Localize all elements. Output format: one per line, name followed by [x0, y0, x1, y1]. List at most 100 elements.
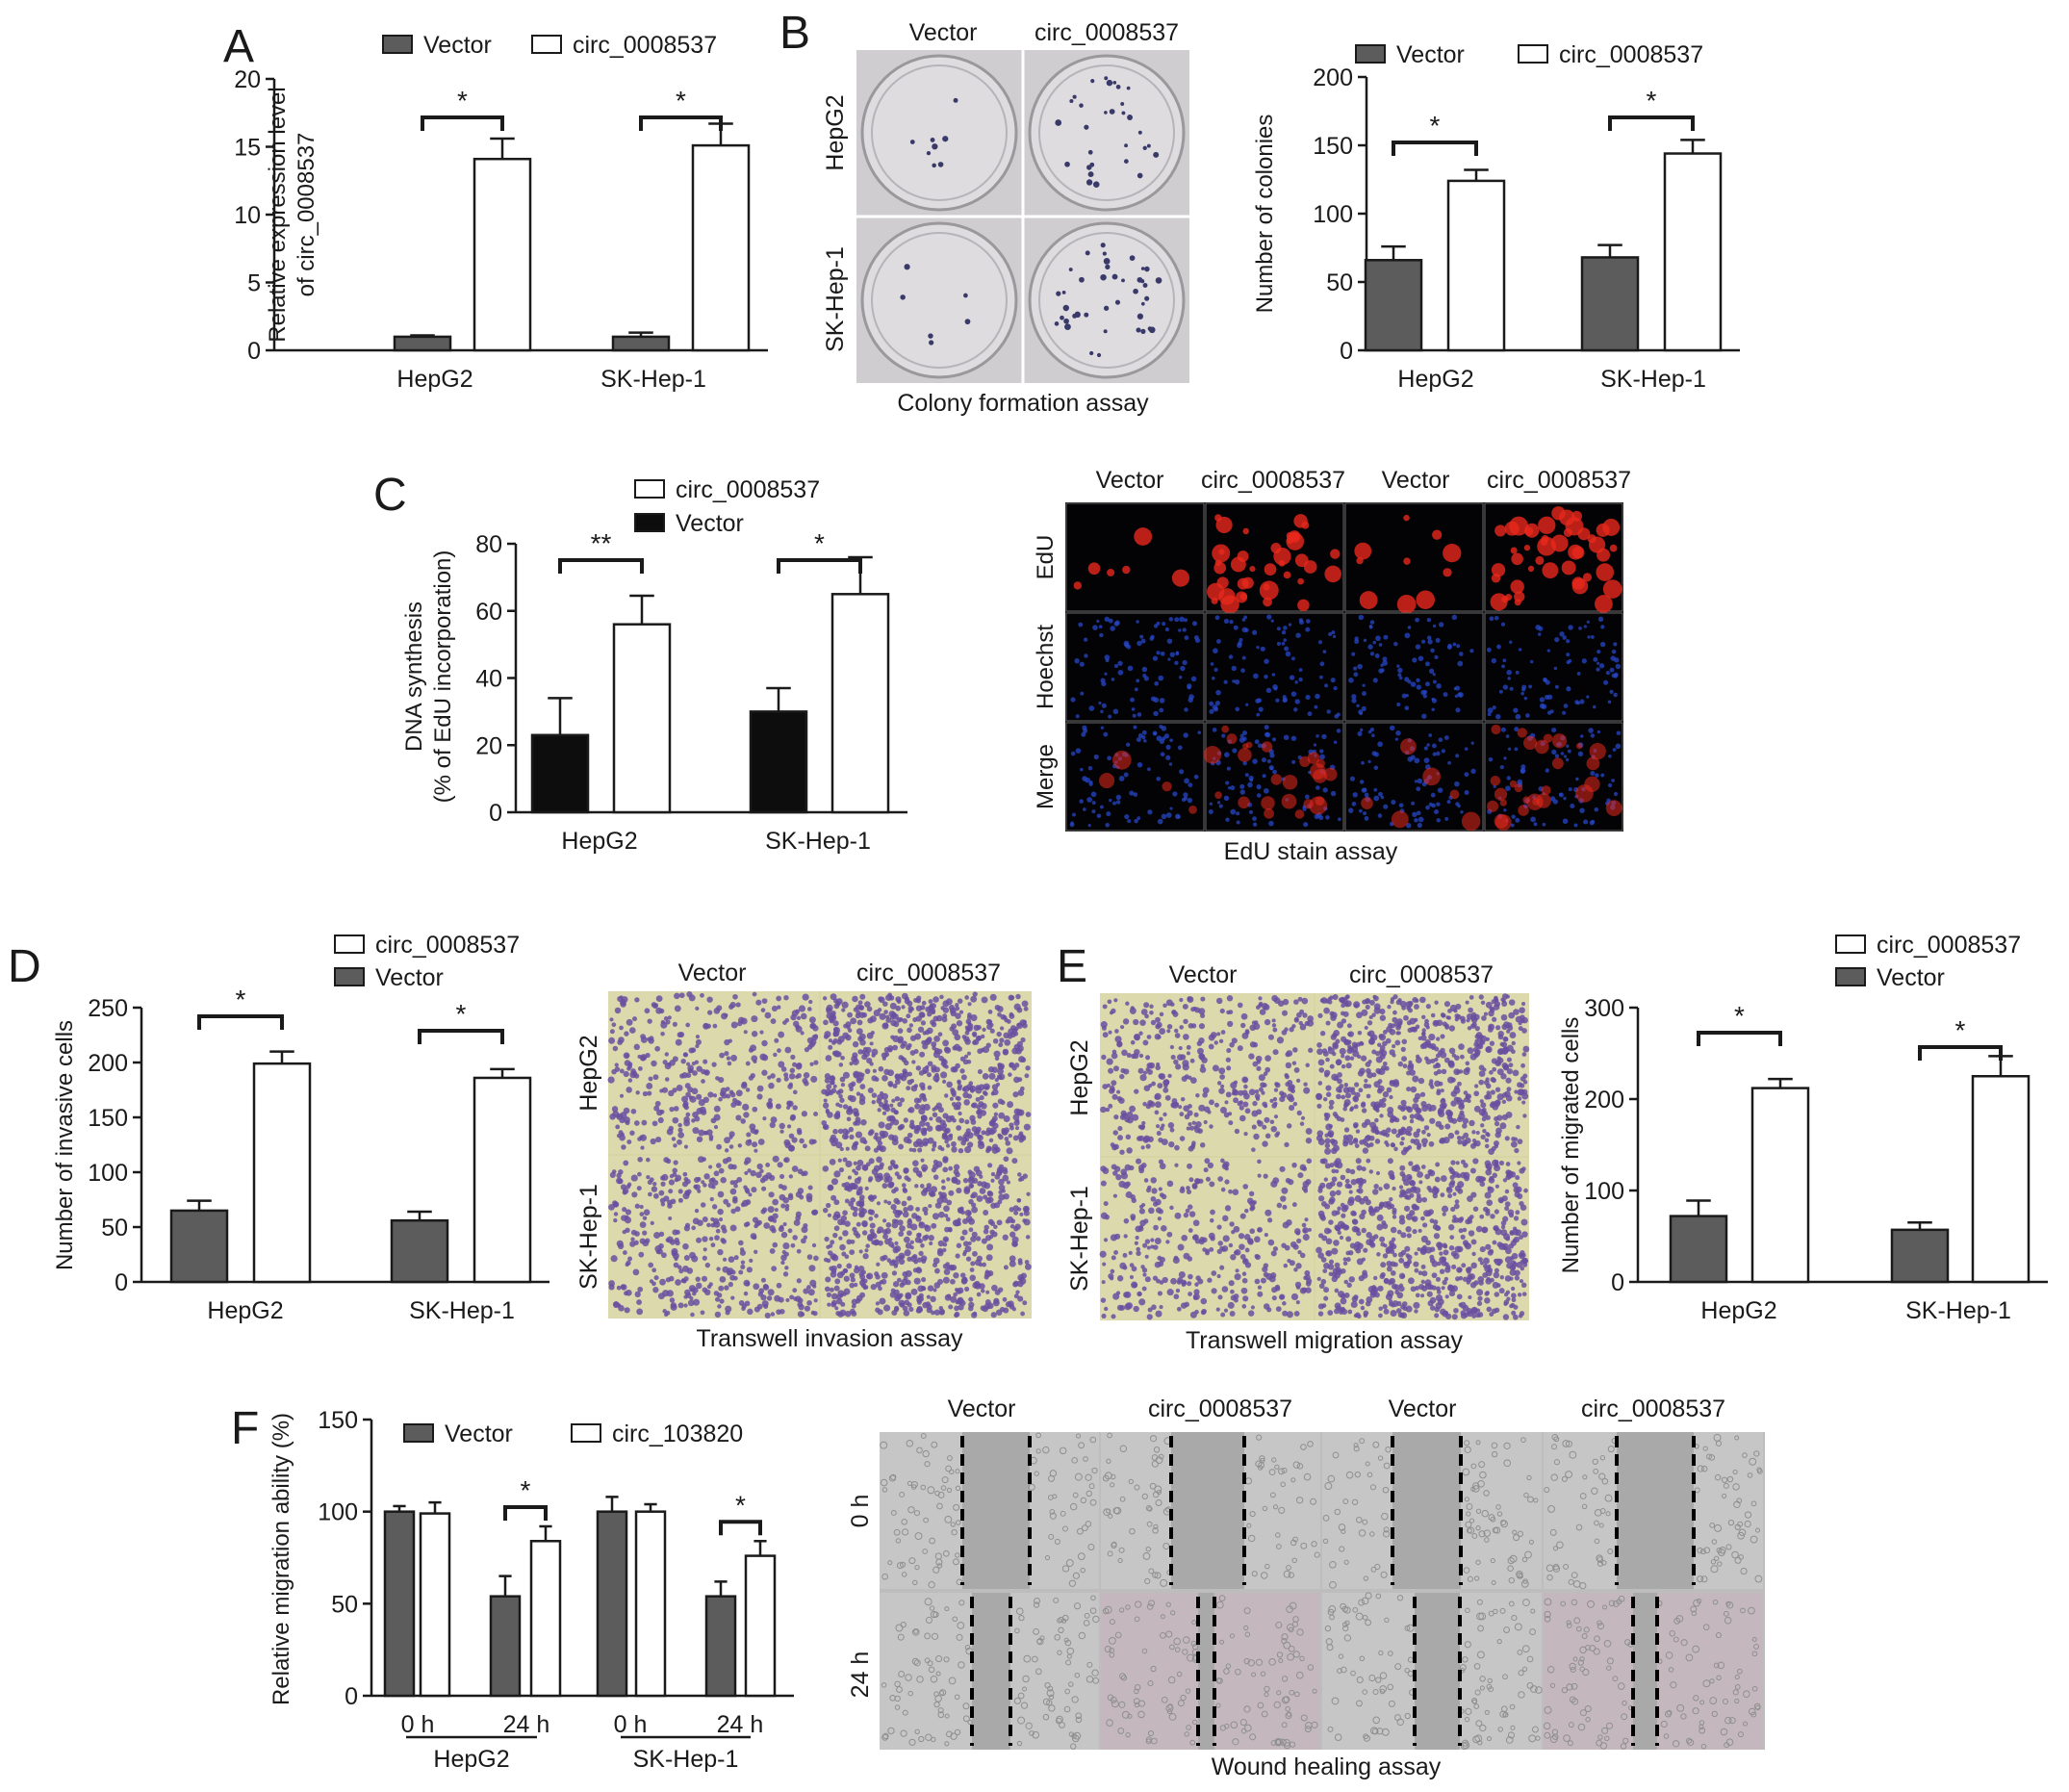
- nucleus-dot: [1265, 687, 1272, 694]
- nucleus-dot: [1432, 679, 1437, 684]
- nucleus-dot: [1177, 745, 1183, 751]
- stained-cell: [702, 1183, 707, 1188]
- stained-cell: [1189, 1058, 1195, 1063]
- stained-cell: [1240, 1287, 1248, 1294]
- stained-cell: [1282, 998, 1290, 1006]
- nucleus-dot: [1165, 755, 1171, 760]
- stained-cell: [1258, 1003, 1263, 1008]
- stained-cell: [1288, 1179, 1294, 1186]
- stained-cell: [1340, 1174, 1346, 1181]
- stained-cell: [830, 1011, 836, 1016]
- stained-cell: [1289, 1084, 1295, 1090]
- stained-cell: [1317, 1012, 1323, 1018]
- stained-cell: [1325, 1238, 1333, 1245]
- stained-cell: [799, 1194, 805, 1200]
- stained-cell: [1465, 1061, 1470, 1066]
- stained-cell: [1017, 1295, 1024, 1302]
- stained-cell: [901, 1183, 907, 1188]
- significance-bracket: [418, 1029, 504, 1044]
- stained-cell: [1145, 1055, 1151, 1061]
- x-tick-label: SK-Hep-1: [765, 828, 871, 855]
- nucleus-dot: [1152, 655, 1159, 661]
- stained-cell: [976, 1195, 983, 1202]
- stained-cell: [657, 1116, 664, 1124]
- stained-cell: [620, 1001, 626, 1008]
- significance-bracket: [1608, 115, 1695, 131]
- stained-cell: [1110, 1085, 1115, 1091]
- stained-cell: [1152, 1275, 1159, 1281]
- stained-cell: [940, 1071, 948, 1079]
- stained-cell: [688, 1285, 697, 1293]
- stained-cell: [982, 1027, 986, 1032]
- stained-cell: [716, 1005, 723, 1011]
- stained-cell: [960, 1074, 967, 1081]
- nucleus-dot: [1291, 759, 1296, 764]
- nucleus-dot: [1264, 674, 1268, 679]
- stained-cell: [968, 1081, 974, 1086]
- stained-cell: [1159, 1116, 1163, 1122]
- stained-cell: [958, 1208, 964, 1215]
- stained-cell: [1494, 1001, 1501, 1008]
- nucleus-dot: [1241, 730, 1247, 736]
- stained-cell: [1179, 1136, 1186, 1141]
- stained-cell: [862, 1253, 869, 1260]
- nucleus-dot: [1580, 734, 1584, 738]
- stained-cell: [872, 1068, 877, 1073]
- stained-cell: [1181, 1282, 1187, 1287]
- stained-cell: [934, 1078, 939, 1083]
- nucleus-dot: [1367, 730, 1372, 734]
- stained-cell: [1394, 1039, 1401, 1046]
- stained-cell: [1319, 998, 1325, 1003]
- stained-cell: [1002, 1048, 1009, 1055]
- stained-cell: [997, 1011, 1002, 1017]
- transwell-tile-background: [608, 991, 819, 1154]
- stained-cell: [1009, 1304, 1015, 1310]
- stained-cell: [971, 1231, 978, 1238]
- stained-cell: [989, 993, 997, 1001]
- stained-cell: [893, 1197, 900, 1204]
- stained-cell: [1192, 1219, 1200, 1227]
- stained-cell: [1281, 1187, 1289, 1194]
- stained-cell: [718, 1096, 723, 1102]
- nucleus-dot: [1178, 675, 1183, 679]
- nucleus-dot: [1190, 676, 1197, 682]
- colony-dot: [1140, 328, 1146, 334]
- y-tick-label: 150: [318, 1407, 358, 1434]
- stained-cell: [767, 1103, 774, 1110]
- nucleus-dot: [1088, 705, 1095, 711]
- stained-cell: [830, 993, 837, 1001]
- stained-cell: [824, 1077, 830, 1084]
- stained-cell: [615, 1124, 621, 1130]
- edu-signal: [1293, 514, 1308, 528]
- colony-dot: [1087, 171, 1094, 178]
- stained-cell: [1151, 1081, 1157, 1087]
- stained-cell: [1135, 1158, 1142, 1165]
- stained-cell: [728, 1131, 735, 1138]
- stained-cell: [1421, 1014, 1426, 1020]
- stained-cell: [1186, 1051, 1190, 1056]
- nucleus-dot: [1456, 644, 1461, 649]
- stained-cell: [1207, 1162, 1214, 1169]
- stained-cell: [669, 1106, 675, 1113]
- stained-cell: [660, 1021, 668, 1029]
- nucleus-dot: [1180, 665, 1186, 672]
- stained-cell: [1331, 1147, 1338, 1155]
- bar: [634, 1510, 667, 1698]
- stained-cell: [1139, 1019, 1146, 1026]
- stained-cell: [688, 994, 696, 1002]
- nucleus-dot: [1612, 748, 1617, 752]
- stained-cell: [1184, 1074, 1189, 1080]
- nucleus-dot: [1315, 785, 1320, 790]
- colony-dot: [1144, 295, 1150, 301]
- stained-cell: [1219, 1245, 1224, 1250]
- nucleus-dot: [1266, 614, 1272, 620]
- stained-cell: [1252, 1200, 1257, 1205]
- nucleus-dot: [1112, 801, 1117, 806]
- nucleus-dot: [1197, 730, 1202, 735]
- stained-cell: [961, 1035, 967, 1039]
- edu-signal: [1487, 800, 1499, 812]
- colony-dot: [1140, 278, 1145, 284]
- stained-cell: [708, 1134, 714, 1139]
- stained-cell: [833, 1285, 840, 1292]
- stained-cell: [1207, 1110, 1212, 1114]
